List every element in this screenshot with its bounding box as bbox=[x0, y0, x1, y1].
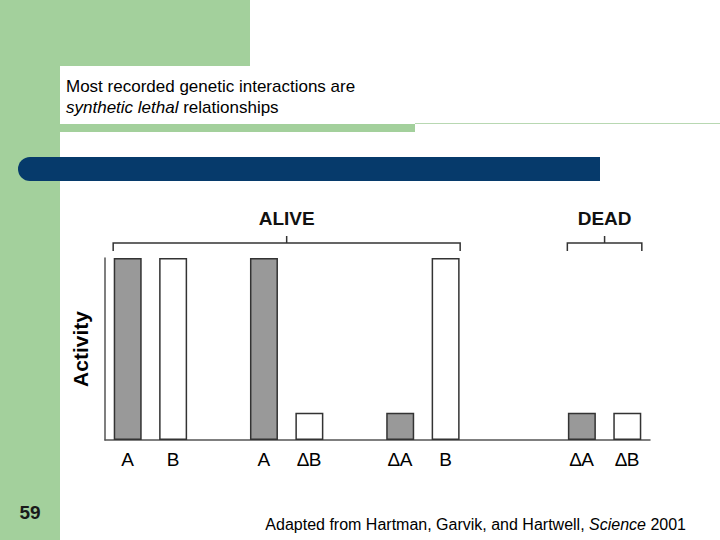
svg-text:59: 59 bbox=[19, 502, 40, 523]
svg-text:B: B bbox=[439, 449, 452, 470]
svg-text:Most recorded genetic interact: Most recorded genetic interactions are bbox=[66, 77, 355, 96]
svg-text:A: A bbox=[121, 449, 134, 470]
svg-text:∆A: ∆A bbox=[388, 449, 413, 470]
svg-text:ALIVE: ALIVE bbox=[259, 208, 315, 229]
svg-text:∆B: ∆B bbox=[297, 449, 321, 470]
svg-text:synthetic lethal relationships: synthetic lethal relationships bbox=[66, 98, 279, 117]
svg-text:B: B bbox=[167, 449, 180, 470]
svg-text:DEAD: DEAD bbox=[578, 208, 632, 229]
svg-text:Activity: Activity bbox=[69, 311, 92, 387]
svg-text:∆A: ∆A bbox=[570, 449, 595, 470]
svg-text:A: A bbox=[258, 449, 271, 470]
svg-text:Adapted from Hartman, Garvik,: Adapted from Hartman, Garvik, and Hartwe… bbox=[265, 516, 686, 533]
svg-text:∆B: ∆B bbox=[615, 449, 639, 470]
